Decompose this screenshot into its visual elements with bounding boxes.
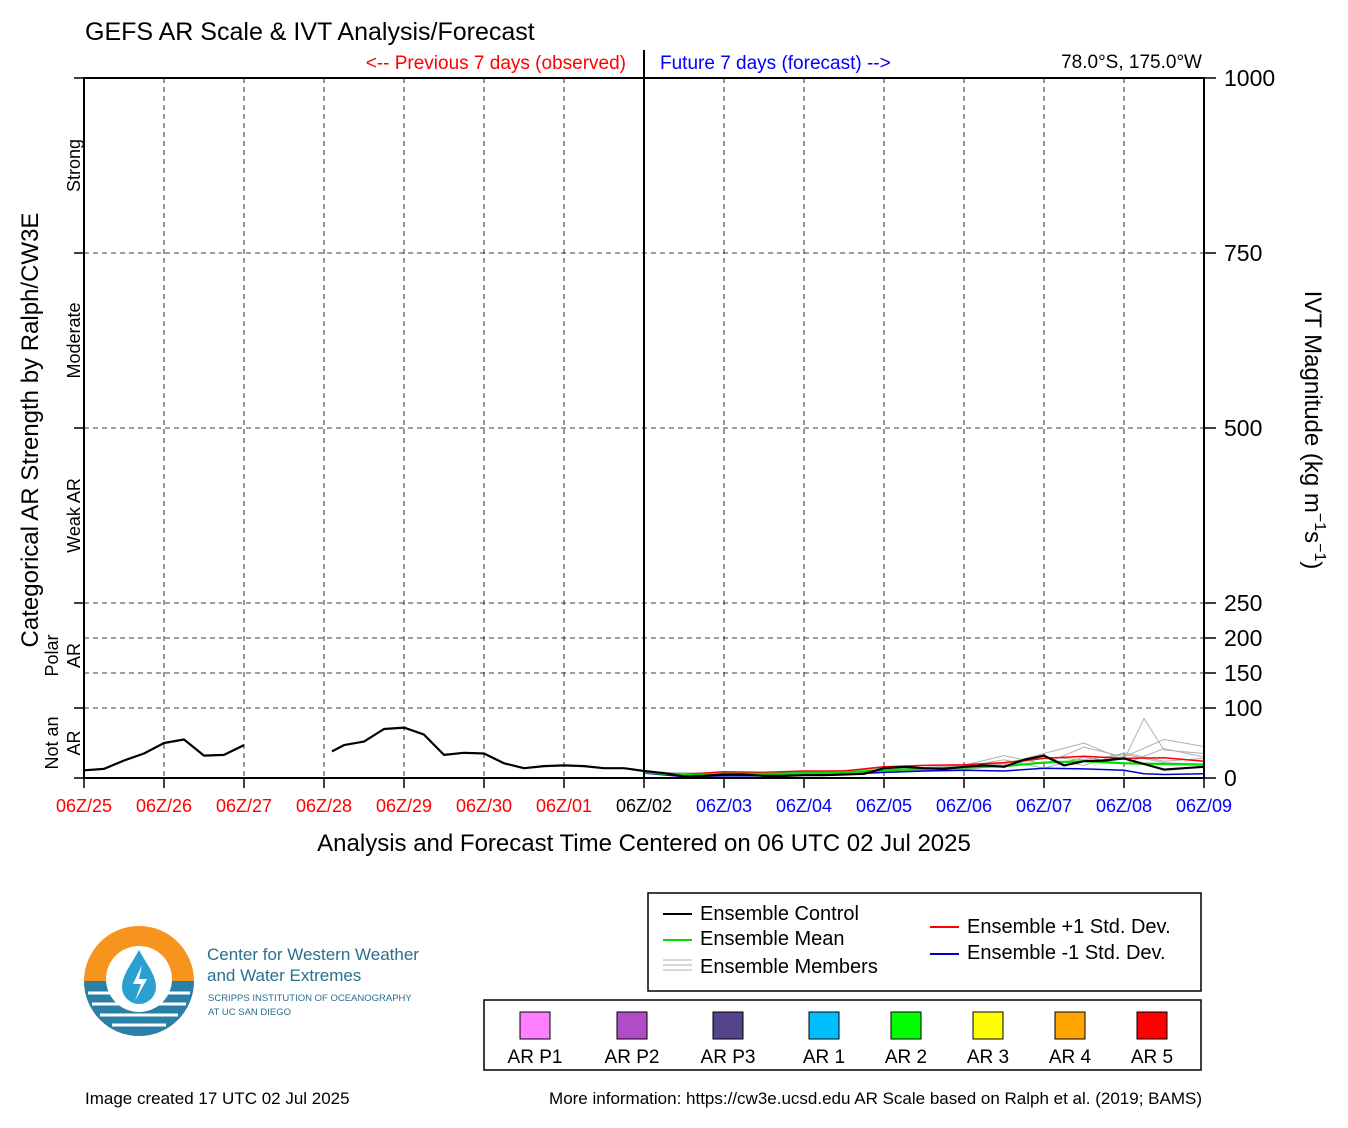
ar-scale-swatch xyxy=(1054,1011,1086,1040)
category-label-text: Moderate xyxy=(64,302,84,378)
ensemble-minus-std-dev-line xyxy=(643,767,1205,778)
category-label-text: Polar xyxy=(42,634,62,676)
ar-scale-swatch xyxy=(712,1011,744,1040)
y-tick-label: 500 xyxy=(1224,415,1262,441)
category-label: Strong xyxy=(64,139,84,192)
category-label: Polar AR xyxy=(42,634,84,676)
category-label: Not an AR xyxy=(42,716,84,769)
y-tick-label: 250 xyxy=(1224,590,1262,616)
x-tick-label: 06Z/02 xyxy=(616,796,672,816)
legend-label-plus-std: Ensemble +1 Std. Dev. xyxy=(967,916,1171,938)
category-label-text: Strong xyxy=(64,139,84,192)
category-label-text: AR xyxy=(64,643,84,668)
y-tick-label: 100 xyxy=(1224,695,1262,721)
x-tick-label: 06Z/03 xyxy=(696,796,752,816)
category-label-text: AR xyxy=(64,730,84,755)
logo-line-3: SCRIPPS INSTITUTION OF OCEANOGRAPHY xyxy=(208,993,412,1004)
ar-scale-key: AR P1 AR P2 AR P3 AR 1 AR 2 AR 3 AR 4 AR 5 xyxy=(508,1011,1173,1068)
ar-scale-swatch xyxy=(616,1011,648,1040)
legend-label-minus-std: Ensemble -1 Std. Dev. xyxy=(967,942,1166,964)
y-tick-label: 0 xyxy=(1224,765,1237,791)
right-axis-title-main: IVT Magnitude (kg m xyxy=(1299,291,1326,513)
x-tick-label: 06Z/09 xyxy=(1176,796,1232,816)
y-axis-ticks: 0 100 150 200 250 500 750 1000 xyxy=(74,65,1275,791)
ensemble-member-lines xyxy=(643,717,1205,776)
x-tick-label: 06Z/30 xyxy=(456,796,512,816)
ar-scale-swatch xyxy=(808,1011,840,1040)
x-tick-label: 06Z/26 xyxy=(136,796,192,816)
ar-scale-label: AR 3 xyxy=(967,1047,1009,1068)
left-axis-title: Categorical AR Strength by Ralph/CW3E xyxy=(17,213,44,648)
chart-title: GEFS AR Scale & IVT Analysis/Forecast xyxy=(85,18,535,46)
location-label: 78.0°S, 175.0°W xyxy=(1061,52,1202,73)
legend-swatch-members xyxy=(663,959,692,971)
x-tick-label: 06Z/04 xyxy=(776,796,832,816)
ar-scale-label: AR 2 xyxy=(885,1047,927,1068)
footer-info: More information: https://cw3e.ucsd.edu … xyxy=(549,1089,1202,1108)
ar-scale-label: AR 4 xyxy=(1049,1047,1092,1068)
logo-line-1: Center for Western Weather xyxy=(207,945,419,964)
lightning-icon xyxy=(133,965,147,1001)
x-tick-label: 06Z/29 xyxy=(376,796,432,816)
right-axis-title-sup2: −1 xyxy=(1311,543,1328,561)
right-axis-title-mid: s xyxy=(1299,531,1326,543)
legend-label-members: Ensemble Members xyxy=(700,956,878,978)
ar-scale-swatch xyxy=(890,1011,922,1040)
y-tick-label: 150 xyxy=(1224,660,1262,686)
ensemble-series-lines xyxy=(83,726,1205,778)
previous-period-label: <-- Previous 7 days (observed) xyxy=(366,53,626,74)
y-tick-label: 750 xyxy=(1224,240,1262,266)
future-period-label: Future 7 days (forecast) --> xyxy=(660,53,891,74)
ar-scale-label: AR 5 xyxy=(1131,1047,1173,1068)
ar-scale-label: AR P2 xyxy=(605,1047,660,1068)
x-tick-label: 06Z/05 xyxy=(856,796,912,816)
legend-label-control: Ensemble Control xyxy=(700,903,859,925)
series-legend: Ensemble Control Ensemble Mean Ensemble … xyxy=(647,892,1202,992)
y-tick-label: 200 xyxy=(1224,625,1262,651)
x-tick-label: 06Z/25 xyxy=(56,796,112,816)
category-label-text: Weak AR xyxy=(64,478,84,553)
y-tick-label: 1000 xyxy=(1224,65,1275,91)
logo-line-2: and Water Extremes xyxy=(207,966,361,985)
legend-frame xyxy=(647,892,1202,992)
x-axis-title: Analysis and Forecast Time Centered on 0… xyxy=(317,830,971,857)
x-axis-ticks: 06Z/25 06Z/26 06Z/27 06Z/28 06Z/29 06Z/30 06Z/… xyxy=(56,778,1232,816)
ar-scale-swatch xyxy=(972,1011,1004,1040)
ar-scale-label: AR P1 xyxy=(508,1047,563,1068)
x-tick-label: 06Z/01 xyxy=(536,796,592,816)
x-tick-label: 06Z/06 xyxy=(936,796,992,816)
category-label-text: Not an xyxy=(42,716,62,769)
legend-label-mean: Ensemble Mean xyxy=(700,928,845,950)
right-axis-title: IVT Magnitude (kg m−1s−1) xyxy=(1299,291,1328,570)
x-tick-label: 06Z/27 xyxy=(216,796,272,816)
ar-scale-label: AR P3 xyxy=(701,1047,756,1068)
footer-created: Image created 17 UTC 02 Jul 2025 xyxy=(85,1089,350,1108)
x-tick-label: 06Z/28 xyxy=(296,796,352,816)
category-label: Weak AR xyxy=(64,478,84,553)
x-tick-label: 06Z/07 xyxy=(1016,796,1072,816)
right-axis-title-sup1: −1 xyxy=(1311,513,1328,531)
logo-line-4: AT UC SAN DIEGO xyxy=(208,1007,291,1018)
x-tick-label: 06Z/08 xyxy=(1096,796,1152,816)
ensemble-control-line xyxy=(83,738,245,772)
cw3e-logo: Center for Western Weather and Water Ext… xyxy=(84,926,419,1036)
ar-scale-label: AR 1 xyxy=(803,1047,845,1068)
right-axis-title-end: ) xyxy=(1299,561,1326,569)
category-label: Moderate xyxy=(64,302,84,378)
ensemble-control-line xyxy=(331,726,1205,778)
ar-scale-swatch xyxy=(1136,1011,1168,1040)
ar-scale-swatch xyxy=(519,1011,551,1040)
ensemble-plus1-std-dev-line xyxy=(643,755,1205,776)
